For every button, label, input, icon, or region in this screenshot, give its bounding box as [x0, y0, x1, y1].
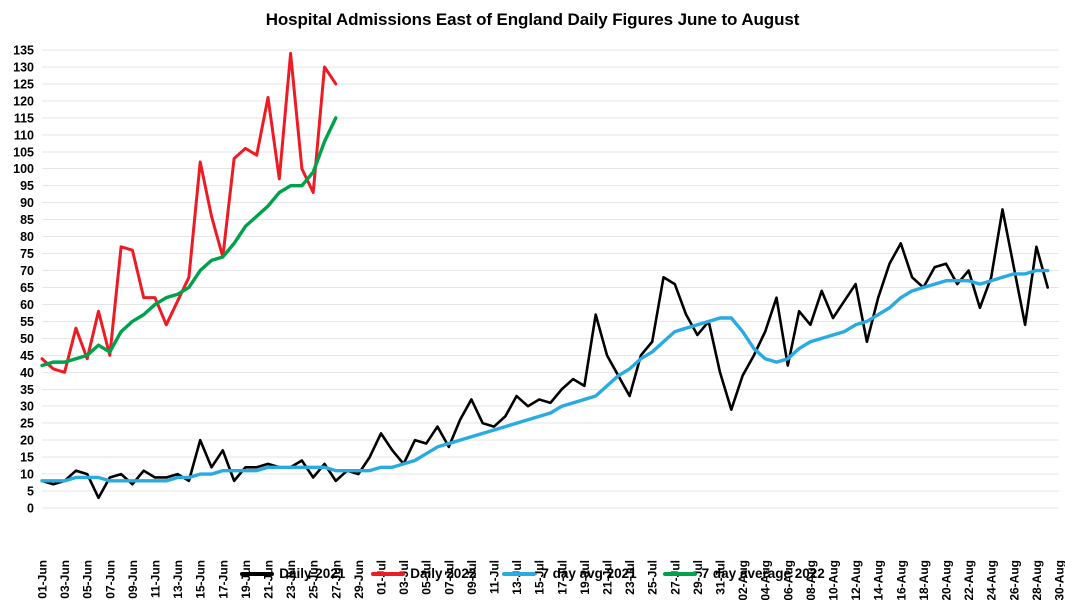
- x-axis-tick-label: 31-Jul: [714, 560, 728, 595]
- x-axis-tick-label: 11-Jul: [488, 560, 502, 594]
- y-axis-tick-label: 110: [14, 128, 34, 142]
- y-axis-tick-label: 20: [20, 434, 34, 448]
- y-axis-tick-label: 100: [13, 162, 34, 176]
- x-axis-tick-label: 21-Jul: [601, 560, 615, 595]
- x-axis-tick-label: 25-Jul: [646, 560, 660, 595]
- grid-lines: [42, 49, 1059, 509]
- x-axis-tick-label: 15-Jun: [194, 560, 208, 599]
- y-axis-tick-label: 120: [13, 94, 34, 108]
- legend-swatch-icon: [502, 571, 537, 576]
- x-axis-tick-label: 25-Jun: [307, 560, 321, 599]
- x-axis-tick-label: 04-Aug: [759, 560, 773, 600]
- x-axis-tick-label: 27-Jun: [329, 560, 343, 599]
- legend-label: 7 day avg 2021: [541, 566, 637, 581]
- x-axis-tick-label: 01-Jun: [36, 560, 50, 599]
- y-axis-tick-label: 50: [20, 332, 34, 346]
- x-axis-tick-label: 05-Jul: [420, 560, 434, 595]
- x-axis-tick-label: 30-Aug: [1053, 560, 1065, 600]
- x-axis-tick-label: 20-Aug: [940, 560, 954, 600]
- x-axis-tick-label: 19-Jun: [239, 560, 253, 599]
- x-axis-tick-label: 17-Jul: [555, 560, 569, 595]
- y-axis-tick-label: 5: [27, 485, 34, 499]
- x-axis-tick-label: 09-Jul: [465, 560, 479, 595]
- y-axis-tick-label: 70: [20, 264, 34, 278]
- x-axis-tick-label: 13-Jun: [171, 560, 185, 599]
- y-axis-tick-label: 105: [13, 145, 34, 159]
- legend-label: 7 day average 2022: [701, 566, 825, 581]
- y-axis-tick-label: 125: [13, 77, 34, 91]
- x-axis-tick-label: 29-Jul: [691, 560, 705, 595]
- y-axis-tick-label: 10: [20, 468, 34, 482]
- y-axis-tick-label: 130: [13, 60, 34, 74]
- y-axis-tick-label: 75: [20, 247, 34, 261]
- legend-label: Daily 2022: [410, 566, 477, 581]
- x-axis-tick-label: 06-Aug: [781, 560, 795, 600]
- y-axis-tick-label: 90: [20, 196, 34, 210]
- legend-swatch-icon: [371, 571, 406, 576]
- legend-entry[interactable]: Daily 2021: [240, 566, 345, 581]
- x-axis-tick-label: 13-Jul: [510, 560, 524, 595]
- y-axis-tick-label: 45: [20, 349, 34, 363]
- x-axis-tick-label: 24-Aug: [985, 560, 999, 600]
- legend-entry[interactable]: 7 day avg 2021: [502, 566, 637, 581]
- x-axis-tick-label: 01-Jul: [375, 560, 389, 595]
- data-series-group: [40, 51, 1050, 500]
- series-line-7-day-average-2022: [40, 116, 338, 368]
- y-axis-tick-label: 85: [20, 213, 34, 227]
- x-axis-tick-label: 26-Aug: [1007, 560, 1021, 600]
- x-axis-tick-label: 12-Aug: [849, 560, 863, 600]
- x-axis-tick-label: 11-Jun: [149, 560, 163, 598]
- series-line-daily-2021: [40, 208, 1049, 500]
- x-axis-tick-label: 29-Jun: [352, 560, 366, 599]
- y-axis-tick-label: 95: [20, 179, 34, 193]
- x-axis-tick-label: 07-Jul: [442, 560, 456, 595]
- x-axis-tick-labels: 01-Jun 03-Jun 05-Jun 07-Jun 09-Jun 11-Jun 13-J…: [36, 560, 1065, 600]
- legend-entry[interactable]: Daily 2022: [371, 566, 476, 581]
- y-axis-tick-label: 60: [20, 298, 34, 312]
- y-axis-tick-label: 80: [20, 230, 34, 244]
- y-axis-tick-label: 0: [27, 502, 34, 516]
- x-axis-tick-label: 10-Aug: [827, 560, 841, 600]
- series-line-7-day-avg-2021: [40, 268, 1050, 483]
- y-axis-tick-label: 25: [20, 417, 34, 431]
- x-axis-tick-label: 15-Jul: [533, 560, 547, 595]
- y-axis-tick-label: 115: [14, 111, 34, 125]
- chart-legend: Daily 2021 Daily 2022 7 day avg 2021 7 day …: [0, 566, 1065, 581]
- chart-title: Hospital Admissions East of England Dail…: [265, 10, 800, 29]
- series-line-daily-2022: [40, 51, 338, 374]
- y-axis-tick-label: 40: [20, 366, 34, 380]
- x-axis-tick-label: 19-Jul: [578, 560, 592, 595]
- legend-entry[interactable]: 7 day average 2022: [662, 566, 825, 581]
- x-axis-tick-label: 18-Aug: [917, 560, 931, 600]
- legend-swatch-icon: [240, 571, 275, 576]
- y-axis-tick-label: 55: [20, 315, 34, 329]
- legend-swatch-icon: [662, 571, 697, 576]
- y-axis-tick-label: 65: [20, 281, 34, 295]
- x-axis-tick-label: 21-Jun: [262, 560, 276, 599]
- x-axis-tick-label: 03-Jun: [58, 560, 72, 599]
- x-axis-tick-label: 08-Aug: [804, 560, 818, 600]
- y-axis-tick-label: 135: [13, 44, 34, 58]
- x-axis-tick-label: 09-Jun: [126, 560, 140, 599]
- y-axis-tick-label: 35: [20, 383, 34, 397]
- x-axis-tick-label: 03-Jul: [397, 560, 411, 595]
- y-axis-tick-label: 15: [20, 451, 34, 465]
- x-axis-tick-label: 16-Aug: [894, 560, 908, 600]
- x-axis-tick-label: 14-Aug: [872, 560, 886, 600]
- x-axis-tick-label: 23-Jun: [284, 560, 298, 599]
- x-axis-tick-label: 27-Jul: [668, 560, 682, 595]
- y-axis-tick-labels: 0 5 10 15 20 25 30 35 40 45 50 55 60 65 70 75 80 85 90 95 10…: [13, 44, 34, 516]
- x-axis-tick-label: 23-Jul: [623, 560, 637, 595]
- y-axis-tick-label: 30: [20, 400, 34, 414]
- x-axis-tick-label: 17-Jun: [216, 560, 230, 599]
- x-axis-tick-label: 07-Jun: [103, 560, 117, 599]
- x-axis-tick-label: 28-Aug: [1030, 560, 1044, 600]
- x-axis-tick-label: 22-Aug: [962, 560, 976, 600]
- legend-label: Daily 2021: [279, 566, 346, 581]
- x-axis-tick-label: 05-Jun: [81, 560, 95, 599]
- x-axis-tick-label: 02-Aug: [736, 560, 750, 600]
